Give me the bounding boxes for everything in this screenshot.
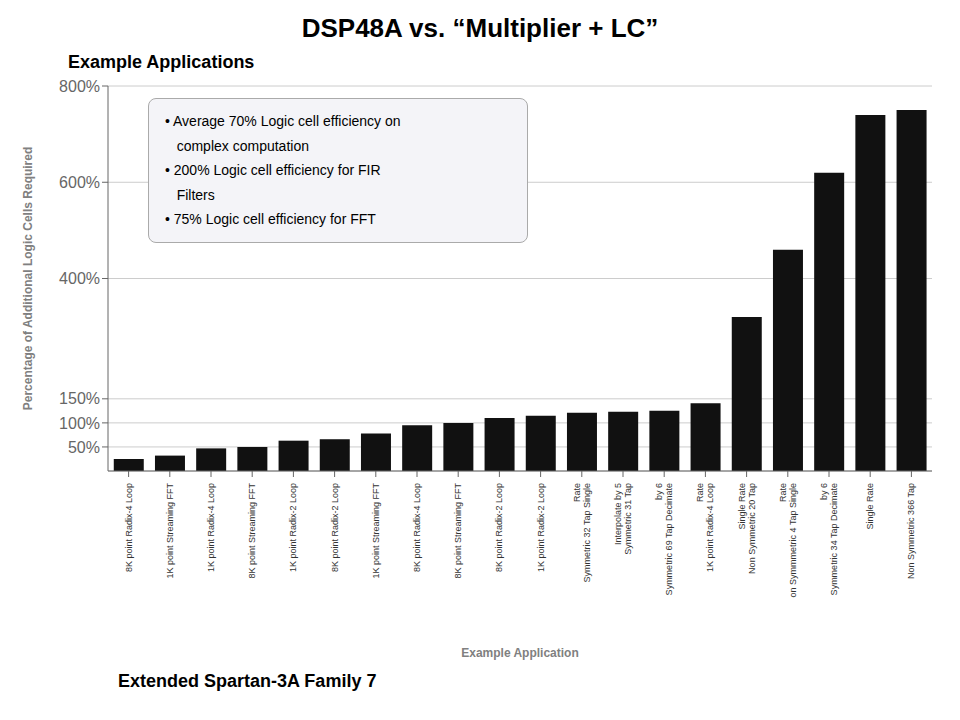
- svg-text:8K point Radix-4 Loop: 8K point Radix-4 Loop: [124, 483, 134, 572]
- svg-text:1K point Streaming FFT: 1K point Streaming FFT: [165, 483, 175, 579]
- svg-text:RateSymmetric 32 Tap Single: RateSymmetric 32 Tap Single: [572, 483, 592, 582]
- svg-text:8K point Radix-2 Loop: 8K point Radix-2 Loop: [494, 483, 504, 572]
- svg-text:800%: 800%: [59, 78, 100, 95]
- svg-text:100%: 100%: [59, 415, 100, 432]
- svg-text:by 6Symmetric 69 Tap Decimate: by 6Symmetric 69 Tap Decimate: [654, 483, 674, 595]
- svg-text:400%: 400%: [59, 270, 100, 287]
- svg-text:Non Symmetric 366 Tap: Non Symmetric 366 Tap: [906, 483, 916, 579]
- html-text:Example Applications: Example Applications: [68, 52, 255, 72]
- svg-text:50%: 50%: [68, 439, 100, 456]
- svg-text:Example Application: Example Application: [461, 646, 579, 660]
- svg-text:Rate1K point Radix-4 Loop: Rate1K point Radix-4 Loop: [695, 483, 715, 572]
- svg-text:Single Rate: Single Rate: [865, 483, 875, 530]
- svg-text:1K point Radix-2 Loop: 1K point Radix-2 Loop: [288, 483, 298, 572]
- svg-text:8K point Streaming FFT: 8K point Streaming FFT: [247, 483, 257, 579]
- svg-text:600%: 600%: [59, 174, 100, 191]
- svg-text:8K point Radix-2 Loop: 8K point Radix-2 Loop: [330, 483, 340, 572]
- svg-text:8K point Streaming FFT: 8K point Streaming FFT: [453, 483, 463, 579]
- svg-text:8K point Radix-4 Loop: 8K point Radix-4 Loop: [412, 483, 422, 572]
- svg-text:Rateon Symmmetric 4 Tap Single: Rateon Symmmetric 4 Tap Single: [778, 483, 798, 597]
- html-text:DSP48A vs. “Multiplier + LC”: DSP48A vs. “Multiplier + LC”: [301, 13, 659, 43]
- html-text:Extended Spartan-3A Family 7: Extended Spartan-3A Family 7: [118, 671, 377, 691]
- svg-text:Single RateNon Symmetric 20 Ta: Single RateNon Symmetric 20 Tap: [737, 483, 757, 574]
- svg-text:Interpolate by 5Symmetric 31 T: Interpolate by 5Symmetric 31 Tap: [613, 483, 633, 555]
- svg-text:by 6Symmetric 34 Tap Decimate: by 6Symmetric 34 Tap Decimate: [819, 483, 839, 595]
- html-text:• Average 70% Logic cell effic: • Average 70% Logic cell efficiency on c…: [165, 113, 401, 227]
- svg-text:150%: 150%: [59, 390, 100, 407]
- svg-text:1K point Radix-2 Loop: 1K point Radix-2 Loop: [536, 483, 546, 572]
- svg-text:Percentage of Additional Logic: Percentage of Additional Logic Cells Req…: [21, 147, 35, 411]
- svg-text:1K point Radix-4 Loop: 1K point Radix-4 Loop: [206, 483, 216, 572]
- svg-text:1K point Streaming FFT: 1K point Streaming FFT: [371, 483, 381, 579]
